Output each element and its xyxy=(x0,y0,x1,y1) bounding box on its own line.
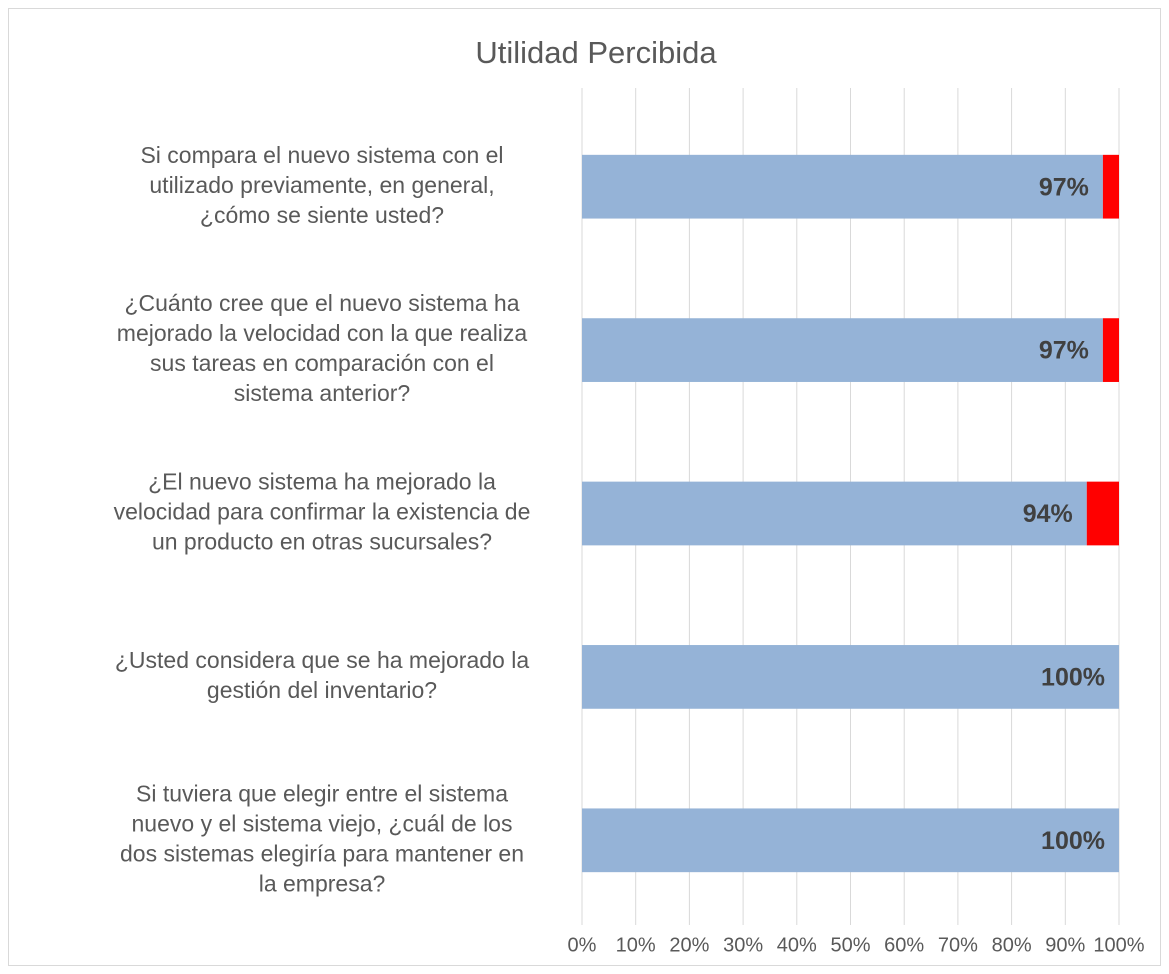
y-tick-label: la empresa? xyxy=(259,870,386,896)
x-tick-label: 50% xyxy=(830,934,870,956)
y-tick-label: velocidad para confirmar la existencia d… xyxy=(114,499,531,525)
bar xyxy=(1102,154,1119,219)
chart-title: Utilidad Percibida xyxy=(475,35,717,70)
x-tick-label: 40% xyxy=(777,934,817,956)
bar xyxy=(582,481,1087,546)
data-label: 97% xyxy=(1039,173,1089,201)
x-tick-label: 90% xyxy=(1045,934,1085,956)
y-tick-label: gestión del inventario? xyxy=(207,677,437,703)
y-tick-label: Si compara el nuevo sistema con el xyxy=(140,142,503,168)
y-tick-label: dos sistemas elegiría para mantener en xyxy=(120,840,524,866)
y-tick-label: sistema anterior? xyxy=(234,380,410,406)
y-tick-label: ¿cómo se siente usted? xyxy=(200,202,444,228)
data-label: 100% xyxy=(1041,827,1105,855)
y-tick-label: un producto en otras sucursales? xyxy=(152,529,492,555)
x-tick-label: 0% xyxy=(568,934,597,956)
y-tick-label: utilizado previamente, en general, xyxy=(149,172,494,198)
y-tick-label: sus tareas en comparación con el xyxy=(150,350,494,376)
data-label: 100% xyxy=(1041,664,1105,692)
x-tick-label: 80% xyxy=(992,934,1032,956)
bar xyxy=(582,808,1119,873)
y-tick-label: ¿Cuánto cree que el nuevo sistema ha xyxy=(124,290,519,316)
data-label: 94% xyxy=(1023,500,1073,528)
y-tick-label: mejorado la velocidad con la que realiza xyxy=(117,320,528,346)
bar xyxy=(582,645,1119,709)
y-tick-label: Si tuviera que elegir entre el sistema xyxy=(136,780,508,806)
data-label: 97% xyxy=(1039,337,1089,365)
y-tick-label: ¿Usted considera que se ha mejorado la xyxy=(115,647,529,673)
bar xyxy=(582,154,1103,219)
x-tick-label: 60% xyxy=(884,934,924,956)
bar xyxy=(1086,481,1119,546)
y-tick-label: nuevo y el sistema viejo, ¿cuál de los xyxy=(132,810,513,836)
y-tick-label: ¿El nuevo sistema ha mejorado la xyxy=(148,469,496,495)
x-tick-label: 70% xyxy=(938,934,978,956)
x-tick-label: 100% xyxy=(1093,934,1144,956)
bar xyxy=(582,318,1103,382)
bar xyxy=(1102,318,1119,382)
x-tick-label: 20% xyxy=(669,934,709,956)
x-tick-label: 30% xyxy=(723,934,763,956)
x-tick-label: 10% xyxy=(616,934,656,956)
